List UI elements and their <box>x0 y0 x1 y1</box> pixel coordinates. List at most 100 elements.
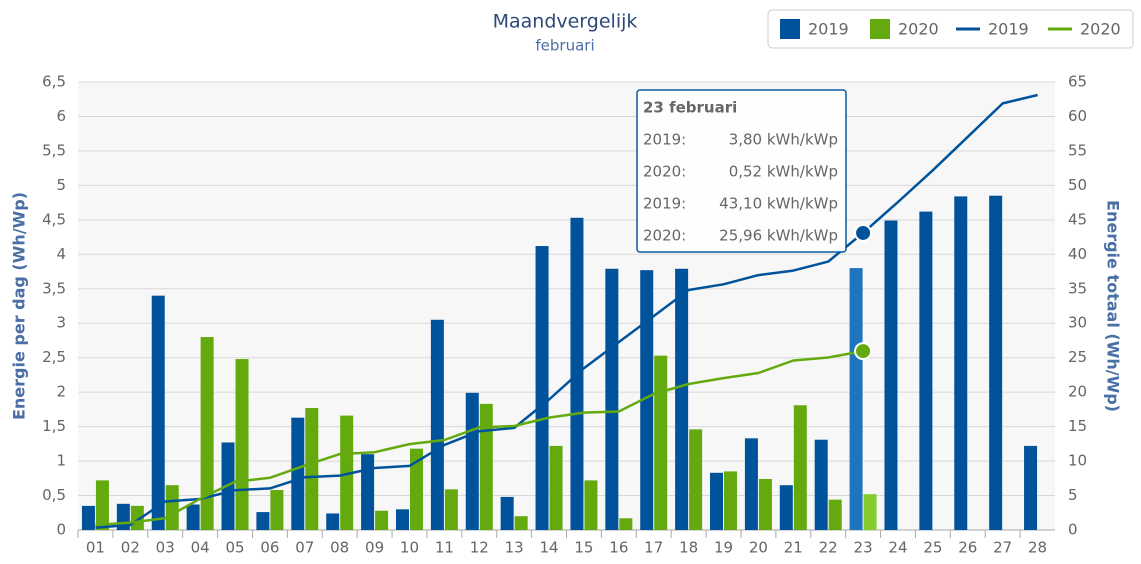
bar <box>200 337 214 530</box>
y-tick-label: 1 <box>56 452 66 470</box>
tooltip-label: 2019: <box>643 195 686 213</box>
bar <box>465 392 479 530</box>
y-tick-label: 6 <box>56 107 66 125</box>
tooltip: 23 februari 2019: 3,80 kWh/kWp 2020: 0,52 kW… <box>636 89 847 253</box>
tooltip-value: 0,52 kWh/kWp <box>729 163 838 181</box>
bar <box>605 268 619 530</box>
hover-marker <box>854 223 873 242</box>
y2-tick-label: 20 <box>1068 383 1087 401</box>
bar <box>640 270 654 530</box>
y2-tick-label: 50 <box>1068 176 1087 194</box>
bar <box>340 415 354 530</box>
x-tick-label: 03 <box>156 539 175 557</box>
bar <box>81 505 95 530</box>
tooltip-label: 2020: <box>643 227 686 245</box>
y-tick-label: 0 <box>56 521 66 539</box>
x-tick-label: 28 <box>1028 539 1047 557</box>
y2-tick-label: 40 <box>1068 245 1087 263</box>
x-tick-label: 19 <box>714 539 733 557</box>
bar <box>863 494 877 530</box>
bar <box>758 478 772 530</box>
bar <box>186 504 200 530</box>
bar <box>884 220 898 530</box>
bar <box>779 485 793 530</box>
bar <box>479 403 493 530</box>
y2-tick-label: 15 <box>1068 417 1087 435</box>
x-tick-label: 07 <box>295 539 314 557</box>
y-tick-label: 4 <box>56 245 66 263</box>
x-tick-label: 25 <box>923 539 942 557</box>
tooltip-value: 3,80 kWh/kWp <box>729 131 838 149</box>
x-tick-label: 24 <box>888 539 907 557</box>
y2-tick-label: 45 <box>1068 210 1087 228</box>
y-tick-label: 6,5 <box>42 73 66 91</box>
bar <box>165 485 179 530</box>
x-tick-label: 21 <box>784 539 803 557</box>
legend-swatch <box>870 19 890 39</box>
y-tick-label: 0,5 <box>42 486 66 504</box>
chart-title: Maandvergelijk <box>493 11 638 33</box>
bar <box>954 196 968 531</box>
bar <box>849 268 863 530</box>
x-tick-label: 02 <box>121 539 140 557</box>
x-tick-label: 09 <box>365 539 384 557</box>
bar <box>256 512 270 530</box>
x-tick-label: 26 <box>958 539 977 557</box>
bar <box>305 408 319 530</box>
x-tick-label: 17 <box>644 539 663 557</box>
bar <box>375 510 389 530</box>
tooltip-title: 23 februari <box>643 99 737 117</box>
x-tick-label: 23 <box>854 539 873 557</box>
y-tick-label: 5 <box>56 176 66 194</box>
x-tick-label: 11 <box>435 539 454 557</box>
bar <box>919 211 933 530</box>
legend-label: 2020 <box>1080 20 1121 39</box>
x-tick-label: 16 <box>609 539 628 557</box>
x-tick-label: 01 <box>86 539 105 557</box>
y-tick-label: 3 <box>56 314 66 332</box>
x-tick-label: 10 <box>400 539 419 557</box>
y-tick-label: 2,5 <box>42 348 66 366</box>
x-tick-label: 22 <box>819 539 838 557</box>
bar <box>409 448 423 530</box>
x-tick-label: 13 <box>505 539 524 557</box>
x-tick-label: 15 <box>574 539 593 557</box>
tooltip-label: 2019: <box>643 131 686 149</box>
y2-tick-label: 5 <box>1068 486 1078 504</box>
bar <box>270 490 284 530</box>
y-tick-label: 1,5 <box>42 417 66 435</box>
bar <box>654 355 668 530</box>
x-tick-label: 20 <box>749 539 768 557</box>
y-tick-label: 5,5 <box>42 141 66 159</box>
x-tick-label: 27 <box>993 539 1012 557</box>
legend-label: 2019 <box>988 20 1029 39</box>
line <box>95 349 864 527</box>
line <box>95 93 1038 529</box>
hover-marker <box>854 342 873 361</box>
chart-subtitle: februari <box>535 37 594 55</box>
tooltip-value: 43,10 kWh/kWp <box>719 195 838 213</box>
bar <box>395 509 409 530</box>
bar <box>814 439 828 530</box>
x-tick-label: 12 <box>470 539 489 557</box>
bar <box>95 480 109 530</box>
x-tick-label: 05 <box>225 539 244 557</box>
bar <box>744 438 758 530</box>
y2-tick-label: 10 <box>1068 452 1087 470</box>
y2-tick-label: 35 <box>1068 279 1087 297</box>
x-tick-label: 04 <box>191 539 210 557</box>
y-tick-label: 4,5 <box>42 210 66 228</box>
tooltip-value: 25,96 kWh/kWp <box>719 227 838 245</box>
bar <box>326 513 340 530</box>
bar <box>989 195 1003 530</box>
y2-tick-label: 25 <box>1068 348 1087 366</box>
bar <box>549 445 563 530</box>
y-axis-title: Energie per dag (Wh/Wp) <box>10 192 29 420</box>
bar <box>724 471 738 530</box>
bar <box>689 429 703 530</box>
x-tick-label: 06 <box>260 539 279 557</box>
y2-axis-title: Energie totaal (Wh/Wp) <box>1104 200 1123 412</box>
y-tick-label: 2 <box>56 383 66 401</box>
bar <box>130 505 144 530</box>
legend-swatch <box>780 19 800 39</box>
